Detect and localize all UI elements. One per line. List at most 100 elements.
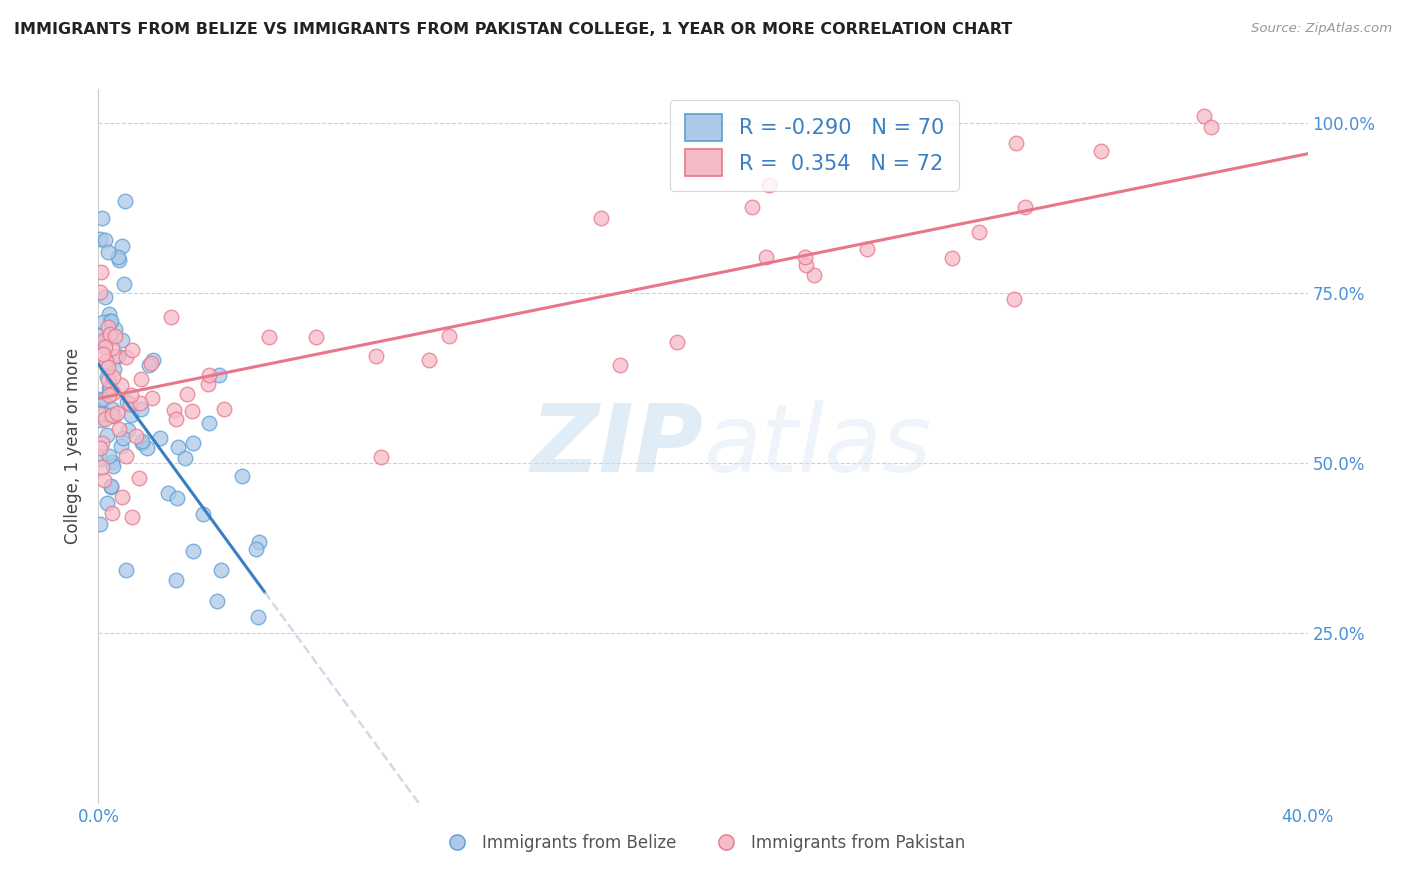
Point — [794, 250, 817, 264]
Point — [166, 491, 188, 505]
Point — [1014, 200, 1036, 214]
Point — [181, 404, 204, 418]
Point — [191, 508, 214, 522]
Point — [208, 368, 231, 382]
Point — [96, 370, 118, 384]
Point — [90, 413, 112, 427]
Point — [104, 322, 127, 336]
Point — [101, 458, 124, 473]
Point — [115, 450, 138, 464]
Point — [141, 391, 163, 405]
Point — [111, 239, 134, 253]
Point — [107, 250, 129, 264]
Point — [114, 350, 136, 364]
Text: IMMIGRANTS FROM BELIZE VS IMMIGRANTS FROM PAKISTAN COLLEGE, 1 YEAR OR MORE CORRE: IMMIGRANTS FROM BELIZE VS IMMIGRANTS FRO… — [14, 22, 1012, 37]
Point — [98, 308, 121, 322]
Point — [803, 268, 825, 282]
Point — [96, 496, 118, 510]
Point — [149, 431, 172, 445]
Point — [110, 439, 132, 453]
Point — [128, 471, 150, 485]
Point — [89, 452, 111, 467]
Point — [856, 243, 879, 257]
Point — [115, 564, 138, 578]
Point — [437, 328, 460, 343]
Point — [589, 211, 612, 225]
Point — [96, 335, 118, 350]
Point — [176, 387, 198, 401]
Point — [97, 360, 120, 375]
Point — [245, 541, 267, 556]
Point — [165, 412, 187, 426]
Point — [198, 368, 221, 382]
Point — [418, 353, 440, 368]
Point — [97, 319, 120, 334]
Point — [370, 450, 392, 465]
Point — [165, 573, 187, 587]
Point — [101, 506, 124, 520]
Point — [231, 468, 253, 483]
Point — [121, 343, 143, 357]
Point — [108, 422, 131, 436]
Point — [108, 253, 131, 268]
Point — [174, 450, 197, 465]
Point — [1090, 144, 1112, 158]
Point — [1194, 109, 1216, 123]
Point — [94, 340, 117, 354]
Point — [107, 350, 129, 364]
Point — [212, 402, 235, 417]
Point — [120, 408, 142, 422]
Point — [121, 510, 143, 524]
Point — [98, 314, 121, 328]
Point — [97, 381, 120, 395]
Point — [110, 333, 132, 347]
Point — [941, 251, 963, 265]
Point — [131, 434, 153, 449]
Point — [89, 392, 111, 406]
Text: ZIP: ZIP — [530, 400, 703, 492]
Point — [93, 392, 115, 406]
Point — [104, 349, 127, 363]
Point — [156, 486, 179, 500]
Point — [197, 376, 219, 391]
Point — [117, 423, 139, 437]
Point — [758, 178, 780, 192]
Point — [198, 416, 221, 430]
Point — [167, 440, 190, 454]
Point — [91, 315, 114, 329]
Point — [111, 432, 134, 446]
Point — [97, 388, 120, 402]
Y-axis label: College, 1 year or more: College, 1 year or more — [65, 348, 83, 544]
Point — [97, 244, 120, 259]
Point — [89, 441, 111, 455]
Text: Source: ZipAtlas.com: Source: ZipAtlas.com — [1251, 22, 1392, 36]
Point — [98, 380, 121, 394]
Point — [89, 516, 111, 531]
Point — [136, 441, 159, 455]
Point — [114, 194, 136, 208]
Point — [110, 490, 132, 504]
Point — [101, 408, 124, 422]
Text: atlas: atlas — [703, 401, 931, 491]
Point — [305, 330, 328, 344]
Point — [120, 388, 142, 402]
Point — [89, 285, 111, 299]
Point — [181, 436, 204, 450]
Point — [1199, 120, 1222, 134]
Point — [794, 259, 817, 273]
Point — [163, 403, 186, 417]
Point — [91, 436, 114, 450]
Point — [100, 314, 122, 328]
Point — [131, 436, 153, 450]
Point — [125, 429, 148, 443]
Point — [98, 449, 121, 463]
Point — [181, 544, 204, 558]
Point — [967, 225, 990, 239]
Point — [96, 359, 118, 374]
Point — [98, 326, 121, 341]
Point — [97, 373, 120, 387]
Point — [160, 310, 183, 325]
Point — [104, 328, 127, 343]
Point — [247, 534, 270, 549]
Point — [101, 455, 124, 469]
